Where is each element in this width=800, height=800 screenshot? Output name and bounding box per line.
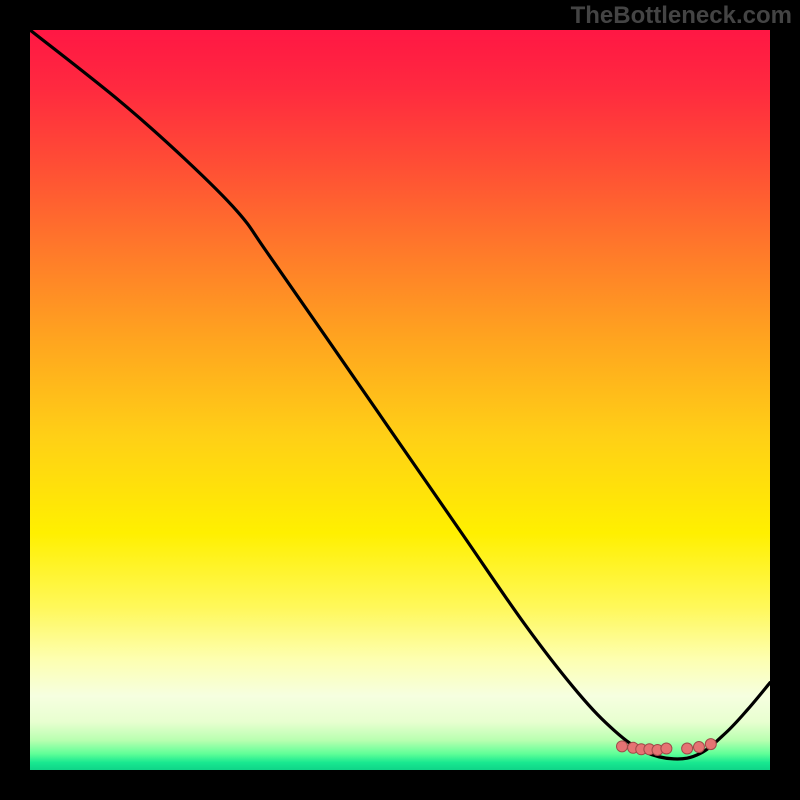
chart-container: TheBottleneck.com	[0, 0, 800, 800]
plot-area	[30, 30, 770, 770]
marker-point	[693, 742, 704, 753]
watermark-text: TheBottleneck.com	[571, 2, 792, 30]
marker-point	[705, 739, 716, 750]
marker-point	[682, 743, 693, 754]
highlight-markers	[30, 30, 770, 770]
marker-point	[617, 741, 628, 752]
marker-point	[661, 743, 672, 754]
